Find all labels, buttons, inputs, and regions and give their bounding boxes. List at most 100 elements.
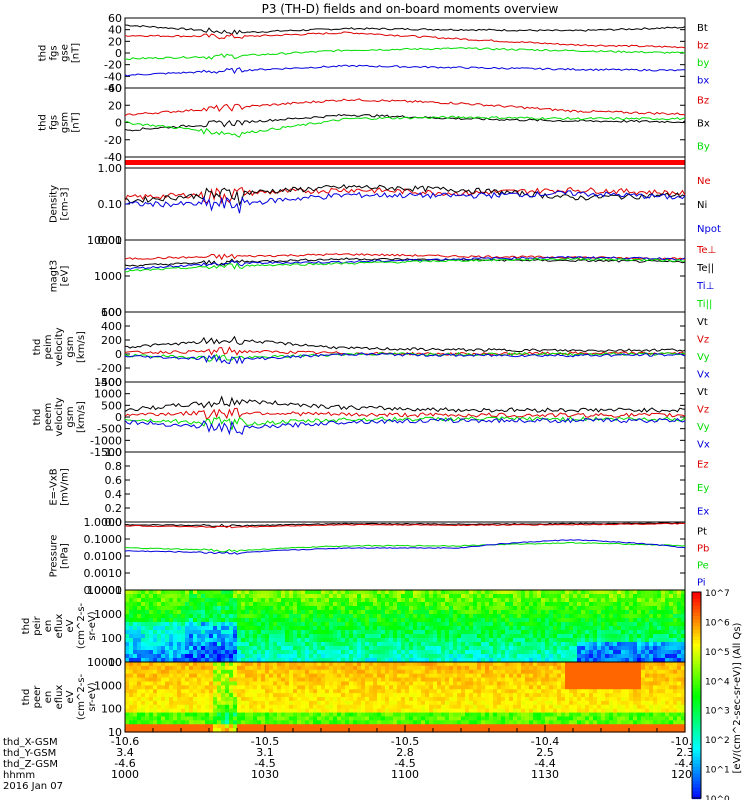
spectrogram-cell bbox=[509, 704, 514, 710]
spectrogram-cell bbox=[449, 610, 454, 615]
spectrogram-cell bbox=[601, 618, 606, 623]
spectrogram-cell bbox=[549, 677, 554, 683]
ylabel-line: peer bbox=[32, 685, 43, 709]
spectrogram-cell bbox=[609, 669, 614, 675]
spectrogram-cell bbox=[581, 590, 586, 595]
spectrogram-cell bbox=[533, 677, 538, 683]
spectrogram-cell bbox=[545, 610, 550, 615]
spectrogram-cell bbox=[133, 622, 138, 627]
spectrogram-cell bbox=[449, 708, 454, 714]
legend-label: Bt bbox=[697, 23, 708, 34]
spectrogram-cell bbox=[593, 622, 598, 627]
ytick-label: -200 bbox=[97, 362, 122, 375]
spectrogram-cell bbox=[325, 626, 330, 631]
spectrogram-cell bbox=[473, 590, 478, 595]
spectrogram-cell bbox=[541, 654, 546, 659]
spectrogram-cell bbox=[157, 606, 162, 611]
spectrogram-cell bbox=[277, 606, 282, 611]
spectrogram-cell bbox=[333, 681, 338, 686]
spectrogram-cell bbox=[497, 610, 502, 615]
spectrogram-cell bbox=[605, 677, 610, 683]
spectrogram-cell bbox=[273, 720, 278, 725]
spectrogram-cell bbox=[353, 614, 358, 619]
spectrogram-cell bbox=[261, 598, 266, 603]
spectrogram-cell bbox=[345, 693, 350, 698]
spectrogram-cell bbox=[213, 590, 218, 595]
spectrogram-cell bbox=[525, 677, 530, 683]
spectrogram-cell bbox=[601, 634, 606, 639]
spectrogram-cell bbox=[457, 728, 462, 733]
spectrogram-cell bbox=[653, 610, 658, 615]
spectrogram-cell bbox=[249, 716, 254, 721]
spectrogram-cell bbox=[405, 685, 410, 690]
spectrogram-cell bbox=[549, 658, 554, 663]
spectrogram-cell bbox=[609, 646, 614, 651]
spectrogram-cell bbox=[517, 626, 522, 631]
spectrogram-cell bbox=[157, 697, 162, 702]
spectrogram-cell bbox=[425, 689, 430, 694]
spectrogram-cell bbox=[173, 673, 178, 679]
spectrogram-cell bbox=[637, 646, 642, 651]
spectrogram-cell bbox=[541, 700, 546, 706]
spectrogram-cell bbox=[133, 685, 138, 690]
spectrogram-cell bbox=[413, 693, 418, 698]
spectrogram-cell bbox=[289, 685, 294, 690]
spectrogram-cell bbox=[341, 606, 346, 611]
spectrogram-cell bbox=[573, 618, 578, 623]
spectrogram-cell bbox=[545, 642, 550, 647]
spectrogram-cell bbox=[273, 614, 278, 619]
spectrogram-cell bbox=[129, 724, 134, 729]
spectrogram-cell bbox=[521, 700, 526, 706]
spectrogram-cell bbox=[677, 634, 682, 639]
spectrogram-cell bbox=[385, 590, 390, 595]
spectrogram-cell bbox=[437, 665, 442, 671]
spectrogram-cell bbox=[177, 602, 182, 607]
spectrogram-cell bbox=[501, 642, 506, 647]
spectrogram-cell bbox=[469, 677, 474, 683]
spectrogram-cell bbox=[509, 630, 514, 635]
spectrogram-cell bbox=[517, 654, 522, 659]
spectrogram-cell bbox=[293, 638, 298, 643]
spectrogram-cell bbox=[129, 704, 134, 710]
spectrogram-cell bbox=[465, 646, 470, 651]
spectrogram-cell bbox=[149, 602, 154, 607]
spectrogram-cell bbox=[665, 606, 670, 611]
spectrogram-cell bbox=[129, 658, 134, 663]
spectrogram-cell bbox=[557, 689, 562, 694]
spectrogram-cell bbox=[453, 606, 458, 611]
spectrogram-cell bbox=[425, 626, 430, 631]
spectrogram-cell bbox=[345, 658, 350, 663]
spectrogram-cell bbox=[289, 677, 294, 683]
spectrogram-cell bbox=[561, 685, 566, 690]
spectrogram-cell bbox=[233, 720, 238, 725]
spectrogram-cell bbox=[461, 630, 466, 635]
spectrogram-cell bbox=[585, 720, 590, 725]
spectrogram-cell bbox=[417, 669, 422, 675]
spectrogram-cell bbox=[441, 716, 446, 721]
spectrogram-cell bbox=[649, 658, 654, 663]
spectrogram-cell bbox=[365, 618, 370, 623]
spectrogram-cell bbox=[669, 610, 674, 615]
ylabel-line: velocity bbox=[54, 327, 65, 366]
spectrogram-cell bbox=[233, 646, 238, 651]
spectrogram-cell bbox=[429, 610, 434, 615]
spectrogram-cell bbox=[225, 677, 230, 683]
spectrogram-cell bbox=[361, 594, 366, 599]
spectrogram-cell bbox=[177, 689, 182, 694]
spectrogram-cell bbox=[441, 626, 446, 631]
spectrogram-cell bbox=[533, 689, 538, 694]
spectrogram-cell bbox=[373, 590, 378, 595]
spectrogram-cell bbox=[325, 712, 330, 718]
spectrogram-cell bbox=[377, 662, 382, 667]
spectrogram-cell bbox=[205, 598, 210, 603]
spectrogram-cell bbox=[153, 658, 158, 663]
ylabel-line: [nT] bbox=[71, 112, 82, 132]
spectrogram-cell bbox=[157, 626, 162, 631]
spectrogram-cell bbox=[517, 638, 522, 643]
spectrogram-cell bbox=[381, 712, 386, 718]
spectrogram-cell bbox=[157, 654, 162, 659]
spectrogram-cell bbox=[221, 669, 226, 675]
spectrogram-cell bbox=[665, 590, 670, 595]
ytick-label: 0.1000 bbox=[84, 533, 123, 546]
spectrogram-cell bbox=[457, 689, 462, 694]
